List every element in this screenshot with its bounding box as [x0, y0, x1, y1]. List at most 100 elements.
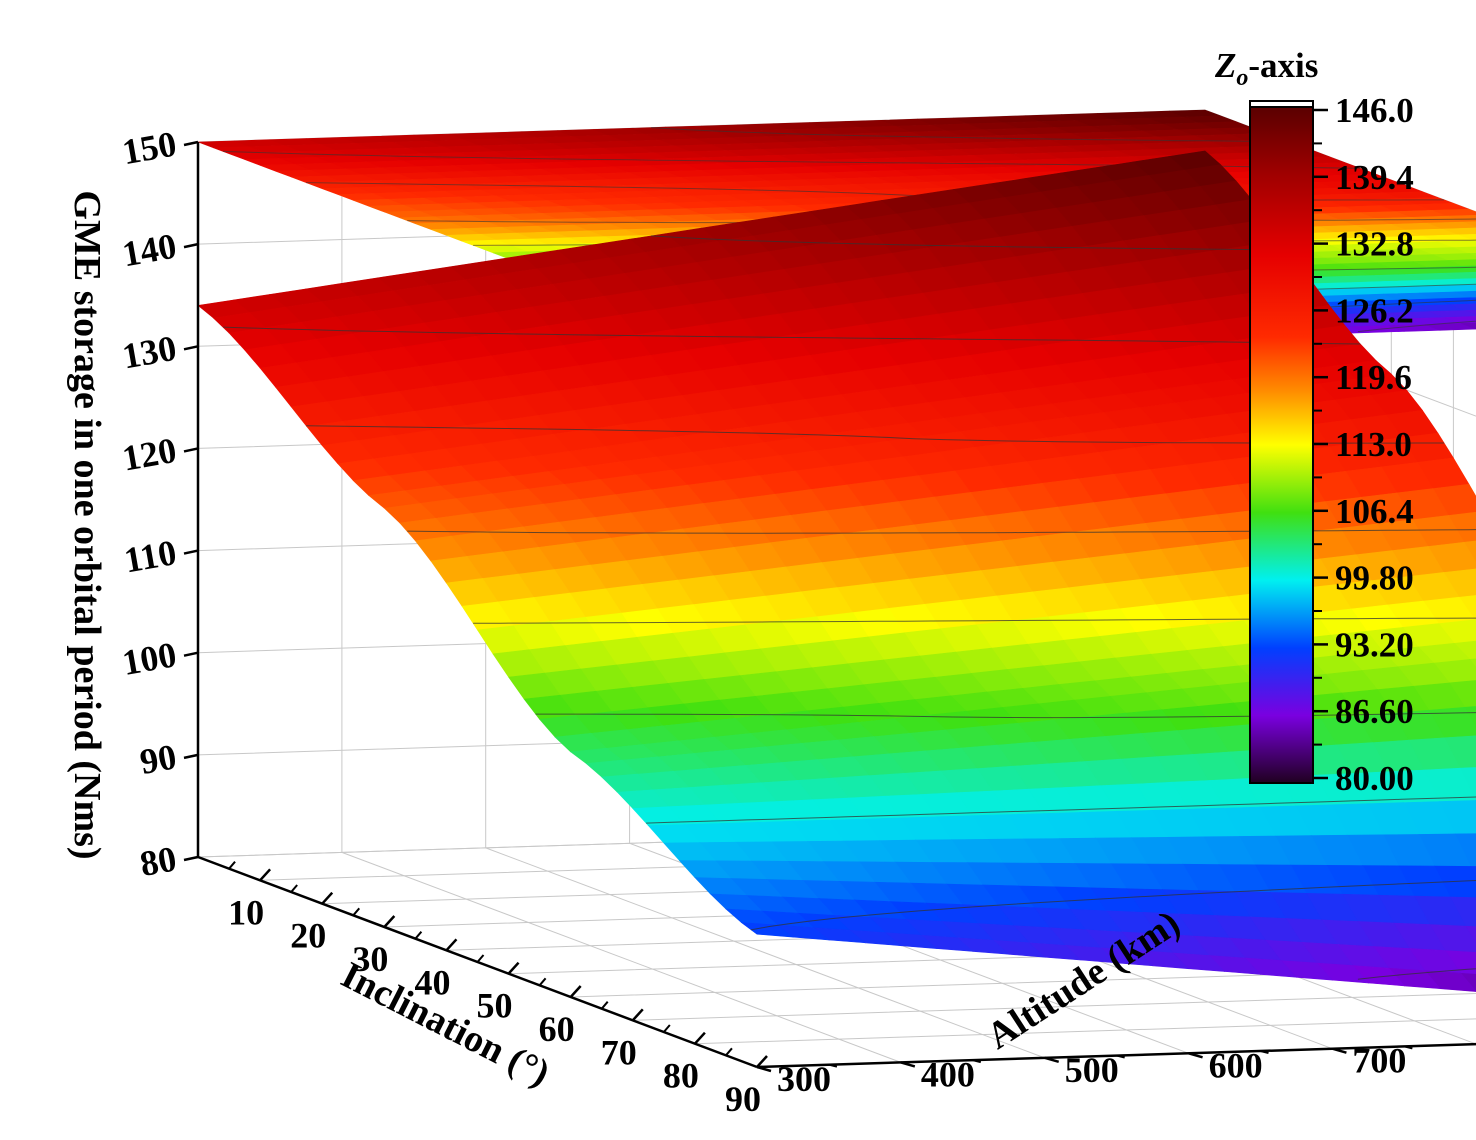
- colorbar-tick-label: 132.8: [1335, 225, 1414, 264]
- contour-line: [1357, 968, 1476, 980]
- x-tick-label: 40: [414, 962, 450, 1002]
- top-cell: [1438, 240, 1476, 248]
- x-tick: [445, 938, 458, 952]
- colorbar-ticks: 146.0 139.4 132.8 126.2 119.6 113.0 106.4 99.80…: [1313, 91, 1414, 798]
- gridline-incl: [508, 942, 1476, 975]
- z-tick: [183, 242, 199, 249]
- z-tick-label: 80: [137, 838, 179, 884]
- x-tick-label: 80: [663, 1056, 699, 1096]
- x-tick: [259, 868, 272, 882]
- contour-line: [646, 796, 1476, 824]
- colorbar-tick-label: 146.0: [1335, 91, 1414, 130]
- z-tick-label: 150: [119, 123, 179, 172]
- z-tick: [183, 140, 199, 147]
- contour-line: [651, 235, 1290, 251]
- z-axis-title: GME storage in one orbital period (Nms): [66, 190, 108, 859]
- y-tick-label: 400: [921, 1054, 975, 1094]
- x-tick: [569, 985, 582, 998]
- x-tick: [507, 961, 520, 975]
- z-tick: [183, 345, 199, 351]
- x-tick-label: 90: [725, 1079, 761, 1119]
- top-cell: [1427, 221, 1476, 230]
- colorbar-frame: [1249, 100, 1314, 784]
- y-minor-tick: [1116, 1054, 1125, 1059]
- y-tick: [1332, 1047, 1347, 1054]
- x-tick-label: 30: [352, 939, 388, 979]
- colorbar-title: Zo-axis: [1214, 46, 1318, 91]
- x-tick: [631, 1008, 644, 1022]
- top-cell: [1460, 322, 1476, 330]
- y-minor-tick: [828, 1063, 838, 1068]
- x-minor-tick: [228, 861, 236, 870]
- z-tick-label: 110: [121, 532, 179, 580]
- y-tick: [900, 1061, 916, 1068]
- z-tick-label: 90: [137, 736, 179, 782]
- x-tick: [383, 915, 396, 928]
- gridline-incl: [694, 1018, 1476, 1045]
- colorbar-tick-label: 99.80: [1335, 559, 1414, 598]
- top-cell: [1459, 278, 1476, 286]
- colorbar-tick-label: 106.4: [1335, 492, 1414, 531]
- x-minor-tick: [538, 977, 547, 986]
- gridline-incl: [570, 967, 1476, 998]
- x-minor-tick: [725, 1047, 733, 1056]
- y-tick: [756, 1065, 772, 1073]
- top-contour-line: [1357, 320, 1476, 333]
- colorbar-gradient: [1250, 107, 1313, 783]
- colorbar-tick-label: 139.4: [1335, 158, 1414, 197]
- z-tick: [183, 651, 199, 657]
- top-cell: [1444, 271, 1476, 280]
- surface-cell: [740, 922, 794, 938]
- contour-line: [407, 529, 1476, 534]
- colorbar-tick-label: 93.20: [1335, 625, 1414, 664]
- y-tick-label: 300: [777, 1059, 831, 1099]
- y-tick: [1044, 1056, 1060, 1064]
- contour-line: [223, 326, 1361, 345]
- top-cell: [1469, 252, 1476, 257]
- y-minor-tick: [1404, 1045, 1413, 1050]
- top-cell: [1463, 221, 1476, 227]
- top-cell: [1443, 227, 1476, 236]
- top-cell: [1449, 303, 1476, 311]
- top-contour-line: [651, 127, 1290, 143]
- colorbar-tick-label: 86.60: [1335, 692, 1414, 731]
- contour-line: [473, 617, 1476, 624]
- z-tick: [183, 549, 199, 555]
- gridline-incl: [632, 993, 1476, 1021]
- colorbar-tick-label: 119.6: [1335, 358, 1412, 397]
- x-minor-tick: [352, 907, 361, 916]
- colorbar-tick-label: 126.2: [1335, 291, 1414, 330]
- z-tick: [183, 855, 199, 862]
- y-tick-label: 500: [1065, 1050, 1119, 1090]
- z-tick-label: 100: [119, 634, 179, 683]
- x-tick-label: 10: [228, 892, 264, 932]
- x-minor-tick: [600, 1001, 609, 1010]
- top-cell: [1424, 322, 1476, 331]
- top-cell: [1433, 253, 1476, 261]
- top-cell: [1454, 246, 1476, 254]
- z-tick: [183, 447, 199, 453]
- x-tick-label: 60: [539, 1009, 575, 1049]
- x-minor-tick: [290, 884, 298, 893]
- z-tick-label: 140: [119, 226, 179, 275]
- top-cell: [1449, 259, 1476, 267]
- top-cell: [1454, 290, 1476, 299]
- top-cell: [1432, 208, 1476, 217]
- x-tick: [756, 1055, 768, 1068]
- top-cell: [1470, 297, 1476, 301]
- contour-line: [535, 712, 1476, 719]
- colorbar-tick-label: 113.0: [1335, 425, 1412, 464]
- y-tick-label: 600: [1209, 1045, 1263, 1085]
- colorbar-tick-label: 80.00: [1335, 759, 1414, 798]
- top-cell: [1459, 233, 1476, 241]
- x-tick: [321, 891, 334, 905]
- y-minor-tick: [1260, 1050, 1269, 1054]
- x-minor-tick: [476, 954, 485, 963]
- z-tick-label: 130: [119, 328, 179, 377]
- top-cell: [1465, 309, 1476, 315]
- contour-line: [750, 879, 1476, 931]
- z-tick: [183, 753, 199, 760]
- x-tick-label: 20: [290, 916, 326, 956]
- y-minor-tick: [972, 1059, 982, 1064]
